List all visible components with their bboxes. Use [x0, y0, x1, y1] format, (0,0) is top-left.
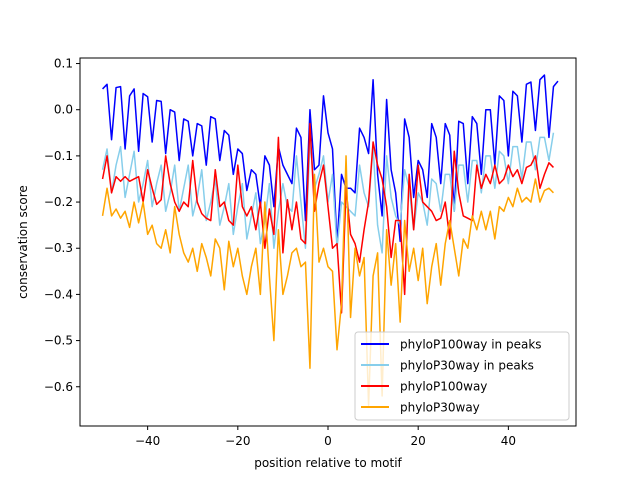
y-tick-label: −0.4	[44, 287, 73, 301]
legend-label: phyloP100way in peaks	[400, 338, 542, 352]
y-tick-label: 0.0	[54, 103, 73, 117]
series-line-phylop100way	[101, 122, 554, 314]
legend-box	[354, 331, 570, 421]
x-axis-label: position relative to motif	[254, 456, 402, 470]
x-tick-label: 20	[411, 434, 426, 448]
legend-item: phyloP100way in peaks	[361, 338, 542, 352]
y-tick-label: −0.3	[44, 241, 73, 255]
y-axis-label: conservation score	[16, 185, 30, 299]
y-tick-label: −0.2	[44, 195, 73, 209]
plot-lines	[101, 74, 559, 406]
x-tick-label: 0	[324, 434, 332, 448]
legend-item: phyloP30way in peaks	[361, 359, 534, 373]
series-line-phylop30way	[101, 155, 554, 406]
legend-item: phyloP30way	[361, 401, 480, 415]
y-tick-label: −0.5	[44, 334, 73, 348]
legend-label: phyloP30way	[400, 401, 480, 415]
y-tick-label: 0.1	[54, 57, 73, 71]
legend-label: phyloP30way in peaks	[400, 359, 534, 373]
x-tick-label: −20	[225, 434, 250, 448]
legend: phyloP100way in peaks phyloP30way in peak…	[354, 331, 570, 421]
x-tick-label: −40	[135, 434, 160, 448]
y-axis: 0.1 0.0 −0.1 −0.2 −0.3 −0.4 −0.5 −0.6	[44, 57, 80, 394]
legend-item: phyloP100way	[361, 380, 487, 394]
series-line-phylop100way-in-peaks	[102, 74, 559, 245]
x-tick-label: 40	[501, 434, 516, 448]
y-tick-label: −0.1	[44, 149, 73, 163]
legend-label: phyloP100way	[400, 380, 487, 394]
y-tick-label: −0.6	[44, 380, 73, 394]
x-axis: −40 −20 0 20 40	[135, 426, 516, 448]
